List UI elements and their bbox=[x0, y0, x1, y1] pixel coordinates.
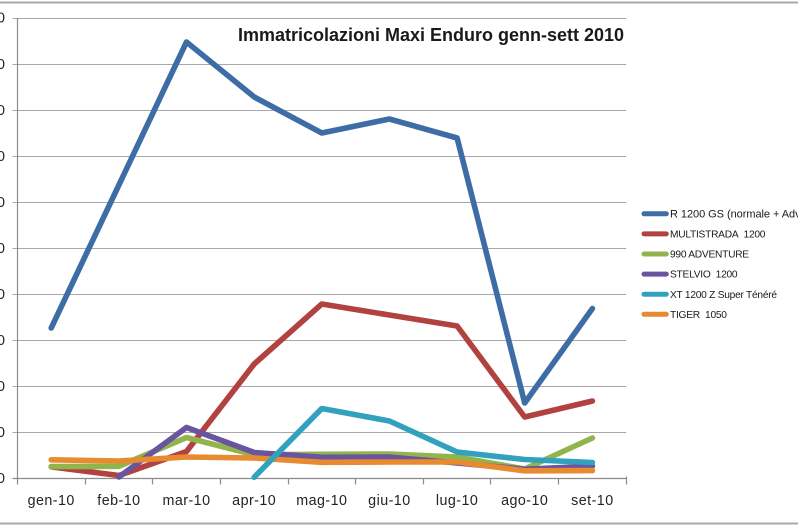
svg-text:990 ADVENTURE: 990 ADVENTURE bbox=[670, 250, 749, 261]
svg-text:giu-10: giu-10 bbox=[368, 493, 410, 509]
svg-text:R 1200 GS (normale + Adventure: R 1200 GS (normale + Adventure) bbox=[670, 208, 798, 220]
svg-text:400: 400 bbox=[0, 287, 5, 303]
svg-text:lug-10: lug-10 bbox=[436, 493, 478, 509]
svg-text:MULTISTRADA 1200: MULTISTRADA 1200 bbox=[670, 230, 766, 241]
svg-text:500: 500 bbox=[0, 241, 5, 257]
svg-text:800: 800 bbox=[0, 103, 5, 119]
svg-text:200: 200 bbox=[0, 379, 5, 395]
svg-text:100: 100 bbox=[0, 425, 5, 441]
svg-text:feb-10: feb-10 bbox=[97, 493, 140, 509]
svg-text:Immatricolazioni Maxi Enduro g: Immatricolazioni Maxi Enduro genn-sett 2… bbox=[238, 25, 624, 45]
svg-text:600: 600 bbox=[0, 195, 5, 211]
svg-text:mag-10: mag-10 bbox=[296, 493, 347, 509]
svg-text:apr-10: apr-10 bbox=[232, 493, 276, 509]
svg-text:gen-10: gen-10 bbox=[28, 493, 75, 509]
svg-text:mar-10: mar-10 bbox=[163, 493, 211, 509]
svg-text:TIGER 1050: TIGER 1050 bbox=[670, 310, 727, 321]
svg-text:XT 1200 Z Super Ténéré: XT 1200 Z Super Ténéré bbox=[670, 290, 777, 301]
svg-text:900: 900 bbox=[0, 57, 5, 73]
svg-text:300: 300 bbox=[0, 333, 5, 349]
svg-text:STELVIO 1200: STELVIO 1200 bbox=[670, 270, 738, 281]
svg-text:set-10: set-10 bbox=[571, 493, 613, 509]
svg-text:700: 700 bbox=[0, 149, 5, 165]
svg-text:1000: 1000 bbox=[0, 11, 5, 27]
svg-text:0: 0 bbox=[0, 471, 5, 487]
svg-text:ago-10: ago-10 bbox=[501, 493, 548, 509]
